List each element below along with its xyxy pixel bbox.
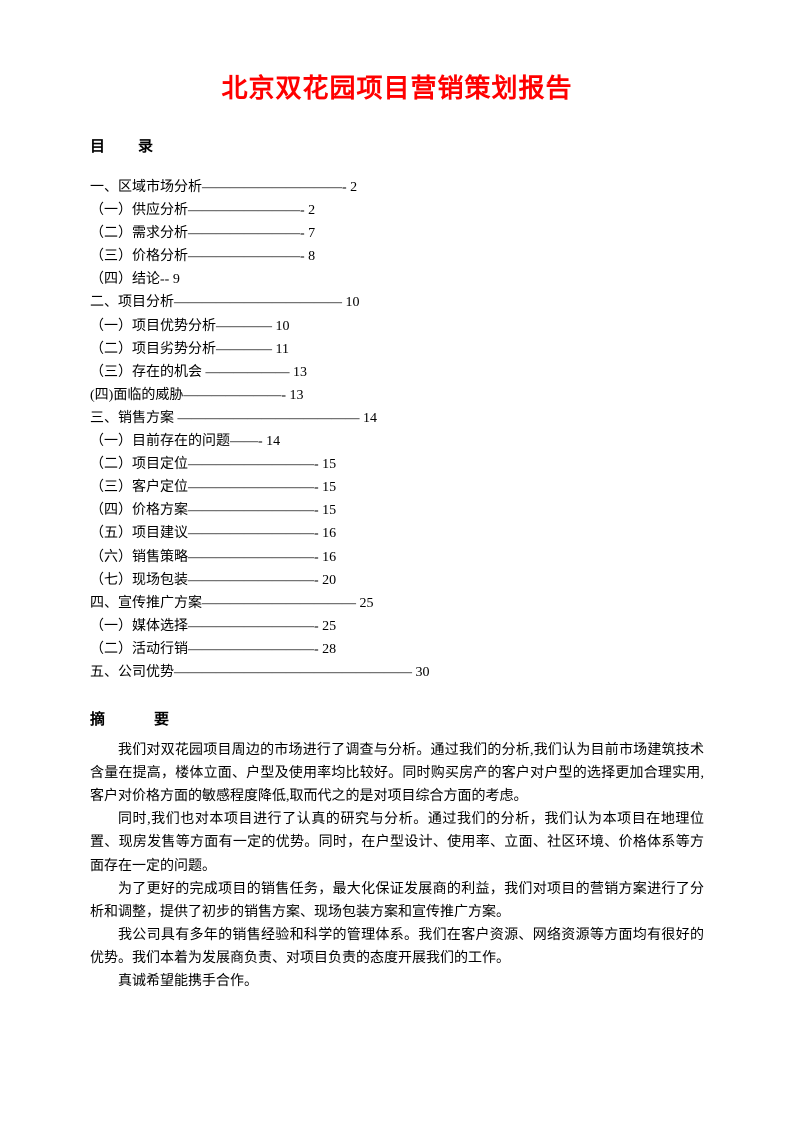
toc-item: （三）客户定位—————————- 15 bbox=[90, 476, 704, 499]
document-title: 北京双花园项目营销策划报告 bbox=[90, 68, 704, 105]
toc-item: （四）结论-- 9 bbox=[90, 268, 704, 291]
toc-item: （一）目前存在的问题——- 14 bbox=[90, 430, 704, 453]
toc-item: （一）媒体选择—————————- 25 bbox=[90, 615, 704, 638]
toc-item: （七）现场包装—————————- 20 bbox=[90, 569, 704, 592]
abstract-paragraph: 我公司具有多年的销售经验和科学的管理体系。我们在客户资源、网络资源等方面均有很好… bbox=[90, 924, 704, 970]
toc-item: （五）项目建议—————————- 16 bbox=[90, 522, 704, 545]
toc-item: （一）供应分析————————- 2 bbox=[90, 199, 704, 222]
abstract-heading: 摘 要 bbox=[90, 708, 704, 729]
toc-item: （二）活动行销—————————- 28 bbox=[90, 638, 704, 661]
toc-item: （二）需求分析————————- 7 bbox=[90, 222, 704, 245]
toc-item: 一、区域市场分析——————————- 2 bbox=[90, 176, 704, 199]
toc-item: 四、宣传推广方案——————————— 25 bbox=[90, 592, 704, 615]
abstract-paragraph: 真诚希望能携手合作。 bbox=[90, 970, 704, 993]
toc-heading: 目 录 bbox=[90, 135, 704, 156]
abstract-paragraph: 同时,我们也对本项目进行了认真的研究与分析。通过我们的分析，我们认为本项目在地理… bbox=[90, 808, 704, 877]
toc-item: （二）项目劣势分析———— 11 bbox=[90, 338, 704, 361]
toc-item: （一）项目优势分析———— 10 bbox=[90, 315, 704, 338]
toc-item: （六）销售策略—————————- 16 bbox=[90, 546, 704, 569]
toc-item: （二）项目定位—————————- 15 bbox=[90, 453, 704, 476]
abstract-paragraph: 为了更好的完成项目的销售任务，最大化保证发展商的利益，我们对项目的营销方案进行了… bbox=[90, 878, 704, 924]
abstract-paragraph: 我们对双花园项目周边的市场进行了调查与分析。通过我们的分析,我们认为目前市场建筑… bbox=[90, 739, 704, 808]
toc-item: 二、项目分析———————————— 10 bbox=[90, 291, 704, 314]
toc-item: (四)面临的威胁———————- 13 bbox=[90, 384, 704, 407]
toc-item: 五、公司优势————————————————— 30 bbox=[90, 661, 704, 684]
toc-item: （三）存在的机会 —————— 13 bbox=[90, 361, 704, 384]
toc-item: 三、销售方案 ————————————— 14 bbox=[90, 407, 704, 430]
toc-item: （三）价格分析————————- 8 bbox=[90, 245, 704, 268]
toc-item: （四）价格方案—————————- 15 bbox=[90, 499, 704, 522]
toc-list: 一、区域市场分析——————————- 2 （一）供应分析————————- 2… bbox=[90, 176, 704, 684]
